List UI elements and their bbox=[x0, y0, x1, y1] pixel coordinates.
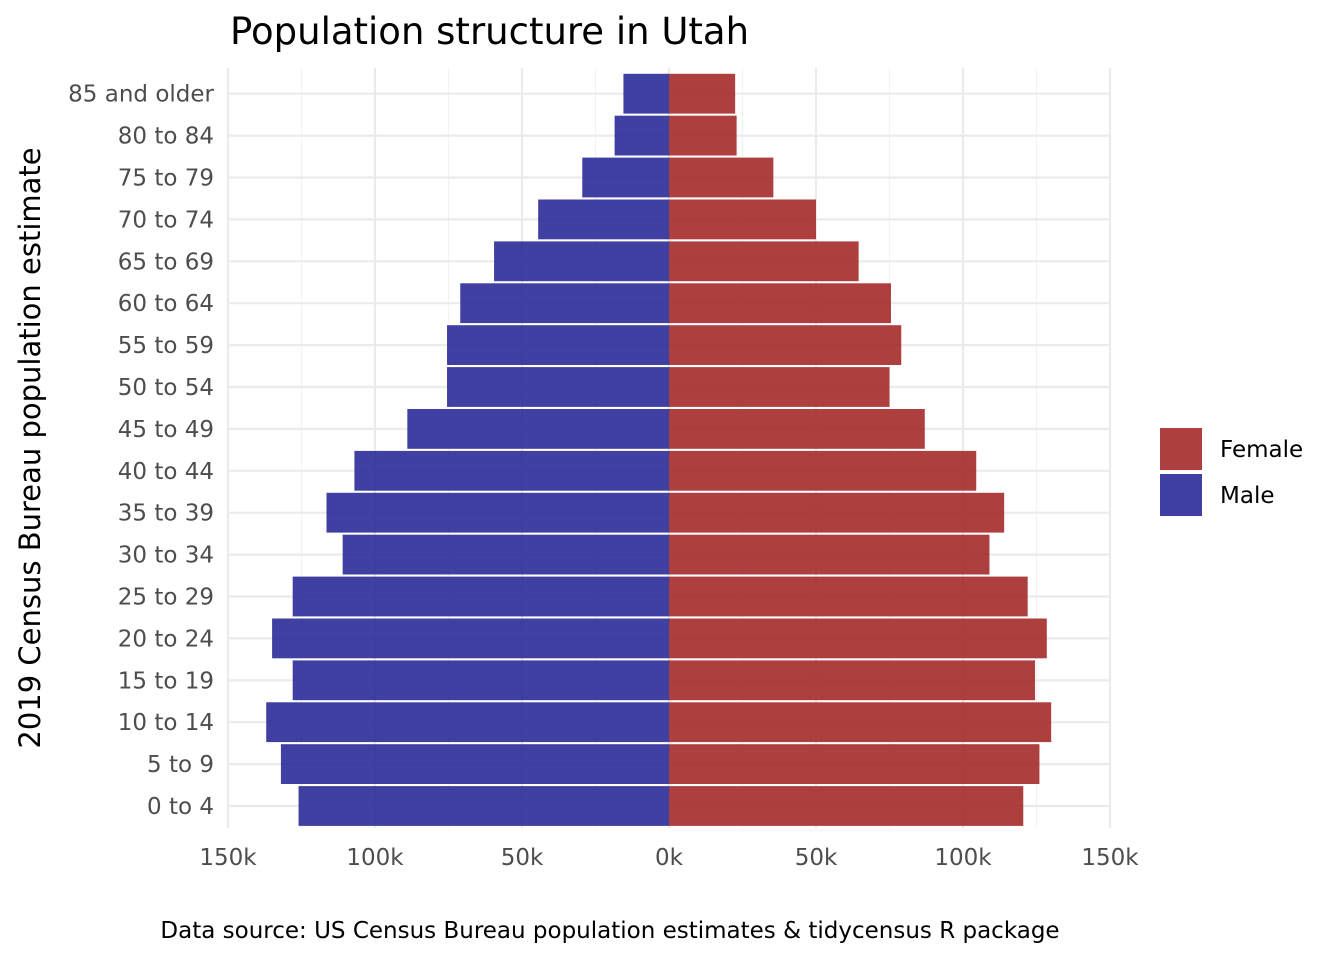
female-bar bbox=[669, 241, 859, 282]
female-bar bbox=[669, 73, 736, 114]
male-bar bbox=[342, 534, 669, 575]
male-legend-key bbox=[1160, 474, 1202, 516]
category-label: 65 to 69 bbox=[118, 249, 214, 275]
female-legend-label: Female bbox=[1220, 437, 1303, 463]
female-bar bbox=[669, 115, 737, 156]
x-tick-labels: 150k 100k 50k 0k 50k 100k 150k bbox=[199, 845, 1139, 871]
female-bar bbox=[669, 367, 890, 407]
category-label: 80 to 84 bbox=[118, 124, 214, 150]
female-legend-key bbox=[1160, 428, 1202, 470]
female-bar bbox=[669, 492, 1005, 533]
male-bar bbox=[298, 786, 669, 826]
category-label: 45 to 49 bbox=[118, 417, 214, 443]
male-bar bbox=[354, 450, 669, 491]
category-label: 5 to 9 bbox=[147, 752, 214, 778]
female-bar bbox=[669, 660, 1036, 701]
male-bar bbox=[460, 283, 669, 324]
x-tick-label: 150k bbox=[1081, 845, 1139, 871]
category-label: 35 to 39 bbox=[118, 501, 214, 527]
female-bar bbox=[669, 786, 1024, 826]
x-tick-label: 100k bbox=[346, 845, 404, 871]
x-tick-label: 100k bbox=[934, 845, 992, 871]
category-label: 20 to 24 bbox=[118, 626, 214, 652]
legend: Female Male bbox=[1160, 428, 1303, 516]
x-tick-label: 0k bbox=[655, 845, 684, 871]
male-bar bbox=[266, 702, 669, 743]
male-bar bbox=[614, 115, 669, 156]
male-bar bbox=[447, 325, 669, 366]
female-bar bbox=[669, 283, 891, 324]
male-bar bbox=[407, 408, 669, 449]
x-tick-label: 150k bbox=[199, 845, 257, 871]
male-bar bbox=[494, 241, 669, 282]
category-label: 30 to 34 bbox=[118, 543, 214, 569]
female-bar bbox=[669, 534, 990, 575]
female-bar bbox=[669, 618, 1047, 659]
category-label: 40 to 44 bbox=[118, 459, 214, 485]
category-label: 50 to 54 bbox=[118, 375, 214, 401]
category-label: 25 to 29 bbox=[118, 585, 214, 611]
male-bar bbox=[623, 73, 669, 114]
x-tick-label: 50k bbox=[501, 845, 544, 871]
female-bar bbox=[669, 450, 977, 491]
category-label: 70 to 74 bbox=[118, 207, 214, 233]
bars bbox=[266, 73, 1052, 826]
male-bar bbox=[582, 157, 669, 198]
female-bar bbox=[669, 744, 1040, 785]
male-bar bbox=[326, 492, 669, 533]
category-label: 60 to 64 bbox=[118, 291, 214, 317]
chart-title: Population structure in Utah bbox=[230, 10, 749, 53]
female-bar bbox=[669, 702, 1052, 743]
category-label: 10 to 14 bbox=[118, 710, 214, 736]
female-bar bbox=[669, 408, 925, 449]
female-bar bbox=[669, 576, 1028, 617]
male-bar bbox=[292, 660, 669, 701]
male-bar bbox=[447, 367, 669, 407]
female-bar bbox=[669, 199, 816, 240]
female-bar bbox=[669, 325, 902, 366]
y-axis-label: 2019 Census Bureau population estimate bbox=[13, 147, 47, 748]
x-tick-label: 50k bbox=[795, 845, 838, 871]
male-legend-label: Male bbox=[1220, 483, 1274, 509]
category-label: 55 to 59 bbox=[118, 333, 214, 359]
category-label: 75 to 79 bbox=[118, 166, 214, 192]
category-label: 0 to 4 bbox=[147, 794, 214, 820]
category-labels: 0 to 4 5 to 9 10 to 14 15 to 19 20 to 24 25 t… bbox=[68, 82, 214, 820]
male-bar bbox=[538, 199, 669, 240]
caption: Data source: US Census Bureau population… bbox=[160, 918, 1059, 944]
male-bar bbox=[292, 576, 669, 617]
category-label: 15 to 19 bbox=[118, 668, 214, 694]
male-bar bbox=[280, 744, 669, 785]
male-bar bbox=[272, 618, 669, 659]
female-bar bbox=[669, 157, 774, 198]
category-label: 85 and older bbox=[68, 82, 214, 108]
